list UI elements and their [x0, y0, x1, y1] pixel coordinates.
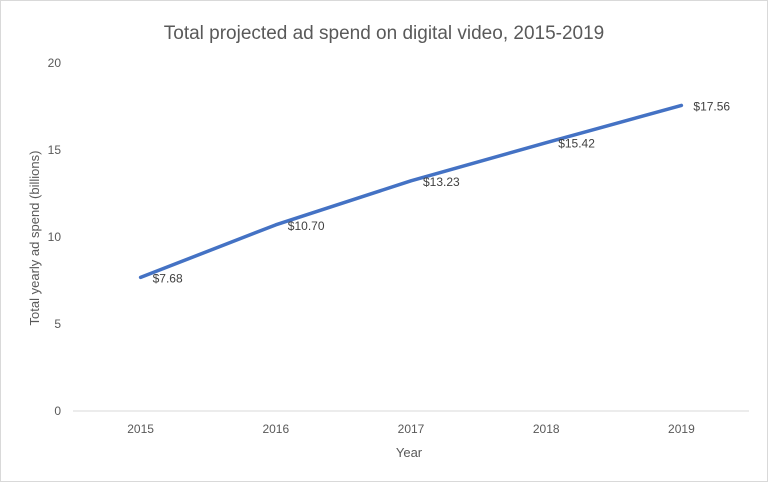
- data-label: $13.23: [423, 175, 460, 189]
- y-tick-label: 5: [54, 317, 61, 331]
- x-tick-label: 2019: [668, 422, 695, 436]
- data-label: $10.70: [288, 219, 325, 233]
- data-label: $15.42: [558, 137, 595, 151]
- data-label: $7.68: [153, 271, 183, 285]
- y-tick-label: 0: [54, 404, 61, 418]
- x-tick-label: 2017: [398, 422, 425, 436]
- chart-title: Total projected ad spend on digital vide…: [164, 23, 605, 44]
- y-tick-label: 10: [48, 230, 62, 244]
- y-tick-label: 20: [48, 56, 62, 70]
- x-tick-label: 2016: [262, 422, 289, 436]
- x-axis-label: Year: [396, 445, 423, 460]
- x-tick-label: 2015: [127, 422, 154, 436]
- data-labels: $7.68 $10.70 $13.23 $15.42 $17.56: [153, 99, 731, 285]
- x-tick-label: 2018: [533, 422, 560, 436]
- y-tick-label: 15: [48, 143, 62, 157]
- x-axis-ticks: 2015 2016 2017 2018 2019: [127, 422, 695, 436]
- y-axis-label: Total yearly ad spend (billions): [27, 151, 42, 326]
- data-label: $17.56: [693, 99, 730, 113]
- y-axis-ticks: 0 5 10 15 20: [48, 56, 62, 418]
- series-line: [138, 103, 684, 280]
